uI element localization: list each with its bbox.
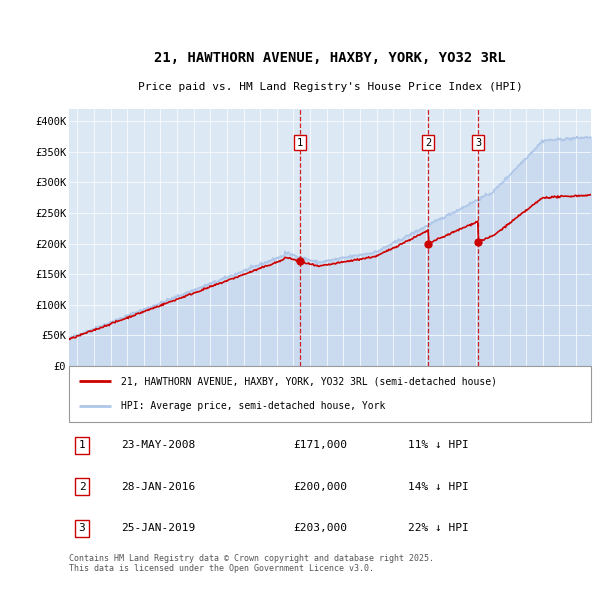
Text: HPI: Average price, semi-detached house, York: HPI: Average price, semi-detached house,… <box>121 401 386 411</box>
Text: 3: 3 <box>79 523 85 533</box>
Text: 2: 2 <box>79 482 85 491</box>
Text: 21, HAWTHORN AVENUE, HAXBY, YORK, YO32 3RL (semi-detached house): 21, HAWTHORN AVENUE, HAXBY, YORK, YO32 3… <box>121 376 497 386</box>
Text: 11% ↓ HPI: 11% ↓ HPI <box>409 440 469 450</box>
Text: 2: 2 <box>425 137 431 148</box>
Text: £171,000: £171,000 <box>293 440 347 450</box>
Text: Contains HM Land Registry data © Crown copyright and database right 2025.
This d: Contains HM Land Registry data © Crown c… <box>69 553 434 573</box>
Text: £200,000: £200,000 <box>293 482 347 491</box>
Text: 25-JAN-2019: 25-JAN-2019 <box>121 523 196 533</box>
FancyBboxPatch shape <box>69 366 591 422</box>
Text: 3: 3 <box>475 137 481 148</box>
Text: 21, HAWTHORN AVENUE, HAXBY, YORK, YO32 3RL: 21, HAWTHORN AVENUE, HAXBY, YORK, YO32 3… <box>154 51 506 65</box>
Text: 28-JAN-2016: 28-JAN-2016 <box>121 482 196 491</box>
Text: 1: 1 <box>79 440 85 450</box>
Text: 22% ↓ HPI: 22% ↓ HPI <box>409 523 469 533</box>
Text: £203,000: £203,000 <box>293 523 347 533</box>
Text: 23-MAY-2008: 23-MAY-2008 <box>121 440 196 450</box>
Text: 1: 1 <box>297 137 303 148</box>
Text: Price paid vs. HM Land Registry's House Price Index (HPI): Price paid vs. HM Land Registry's House … <box>137 82 523 92</box>
Text: 14% ↓ HPI: 14% ↓ HPI <box>409 482 469 491</box>
